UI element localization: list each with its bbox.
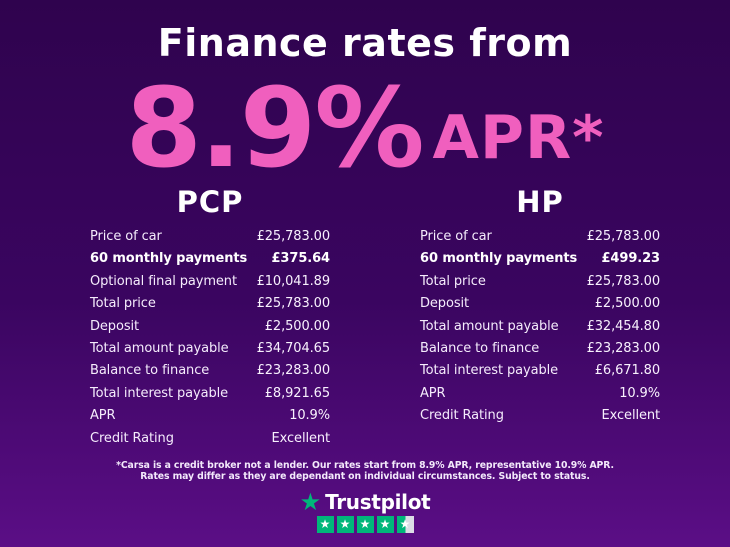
table-row: Total amount payable £34,704.65 — [90, 341, 330, 363]
poster-title: Finance rates from — [157, 21, 573, 65]
row-label: Balance to finance — [90, 363, 210, 379]
row-label: APR — [420, 385, 446, 401]
table-row: Optional final payment £10,041.89 — [90, 274, 330, 296]
row-label: Price of car — [90, 229, 162, 244]
row-label: Total interest payable — [90, 385, 229, 401]
row-value: Excellent — [271, 430, 331, 446]
table-row: Balance to finance £23,283.00 — [420, 341, 660, 363]
table-row: Total price £25,783.00 — [90, 296, 330, 318]
row-value: £25,783.00 — [586, 229, 661, 244]
table-row: Total interest payable £6,671.80 — [420, 363, 660, 385]
row-label: Total amount payable — [90, 340, 229, 356]
pcp-column: PCP Price of car £25,783.00 60 monthly pay… — [90, 187, 330, 453]
row-value: £2,500.00 — [594, 296, 660, 312]
disclaimer-line-2: Rates may differ as they are dependant o… — [140, 471, 590, 483]
trustpilot-star-icon: ★ — [299, 487, 322, 516]
disclaimer-line-1: *Carsa is a credit broker not a lender. … — [116, 459, 614, 471]
row-value: 10.9% — [619, 385, 660, 401]
pcp-heading: PCP — [176, 185, 244, 219]
table-row: Total amount payable £32,454.80 — [420, 319, 660, 341]
table-row: 60 monthly payments £375.64 — [90, 251, 330, 273]
finance-columns: PCP Price of car £25,783.00 60 monthly pay… — [0, 187, 730, 453]
row-label: 60 monthly payments — [90, 251, 248, 267]
row-label: Credit Rating — [90, 430, 174, 446]
rate-apr-suffix: APR* — [432, 103, 605, 173]
trustpilot-rating-stars: ★ ★ ★ ★ ★ — [316, 515, 414, 533]
table-row: Credit Rating Excellent — [90, 431, 330, 453]
headline-rate: 8.9% APR* — [0, 64, 730, 192]
table-row: Balance to finance £23,283.00 — [90, 363, 330, 385]
rating-star-icon: ★ — [396, 515, 414, 533]
row-value: £25,783.00 — [256, 229, 331, 244]
row-label: Total price — [90, 296, 156, 312]
table-row: Price of car £25,783.00 — [90, 229, 330, 251]
table-row: Total interest payable £8,921.65 — [90, 386, 330, 408]
table-row: Total price £25,783.00 — [420, 274, 660, 296]
table-row: Credit Rating Excellent — [420, 408, 660, 430]
row-label: Credit Rating — [420, 408, 504, 424]
row-value: £10,041.89 — [256, 273, 331, 289]
rating-star-icon: ★ — [316, 515, 334, 533]
row-value: £32,454.80 — [586, 318, 661, 334]
row-value: Excellent — [601, 408, 661, 424]
row-value: £23,283.00 — [256, 363, 331, 379]
row-label: APR — [90, 408, 116, 424]
row-label: Optional final payment — [90, 273, 237, 289]
trustpilot-logo: ★ Trustpilot — [300, 490, 431, 514]
row-value: £25,783.00 — [586, 273, 661, 289]
hp-heading: HP — [516, 185, 564, 219]
disclaimer: *Carsa is a credit broker not a lender. … — [0, 460, 730, 483]
trustpilot-wordmark: Trustpilot — [325, 489, 431, 514]
row-value: £34,704.65 — [256, 340, 331, 356]
trustpilot-badge: ★ Trustpilot ★ ★ ★ ★ ★ — [0, 490, 730, 533]
hp-table: Price of car £25,783.00 60 monthly payment… — [420, 229, 660, 431]
row-value: £6,671.80 — [594, 363, 660, 379]
row-value: 10.9% — [289, 408, 330, 424]
table-row: Price of car £25,783.00 — [420, 229, 660, 251]
hp-column: HP Price of car £25,783.00 60 monthly paym… — [420, 187, 660, 453]
table-row: APR 10.9% — [90, 408, 330, 430]
rating-star-icon: ★ — [356, 515, 374, 533]
table-row: APR 10.9% — [420, 386, 660, 408]
rate-value: 8.9% — [125, 64, 424, 192]
row-value: £499.23 — [601, 251, 660, 267]
row-label: Deposit — [90, 318, 139, 334]
row-label: Balance to finance — [420, 340, 540, 356]
table-row: Deposit £2,500.00 — [90, 319, 330, 341]
rating-star-icon: ★ — [336, 515, 354, 533]
table-row: 60 monthly payments £499.23 — [420, 251, 660, 273]
row-value: £8,921.65 — [264, 385, 330, 401]
row-value: £2,500.00 — [264, 318, 330, 334]
row-label: Price of car — [420, 229, 492, 244]
row-label: Total price — [420, 273, 486, 289]
rating-star-icon: ★ — [376, 515, 394, 533]
row-value: £25,783.00 — [256, 296, 331, 312]
row-value: £375.64 — [271, 251, 330, 267]
row-label: 60 monthly payments — [420, 251, 578, 267]
row-value: £23,283.00 — [586, 340, 661, 356]
row-label: Total amount payable — [420, 318, 559, 334]
row-label: Deposit — [420, 296, 469, 312]
row-label: Total interest payable — [420, 363, 559, 379]
pcp-table: Price of car £25,783.00 60 monthly payment… — [90, 229, 330, 453]
table-row: Deposit £2,500.00 — [420, 296, 660, 318]
